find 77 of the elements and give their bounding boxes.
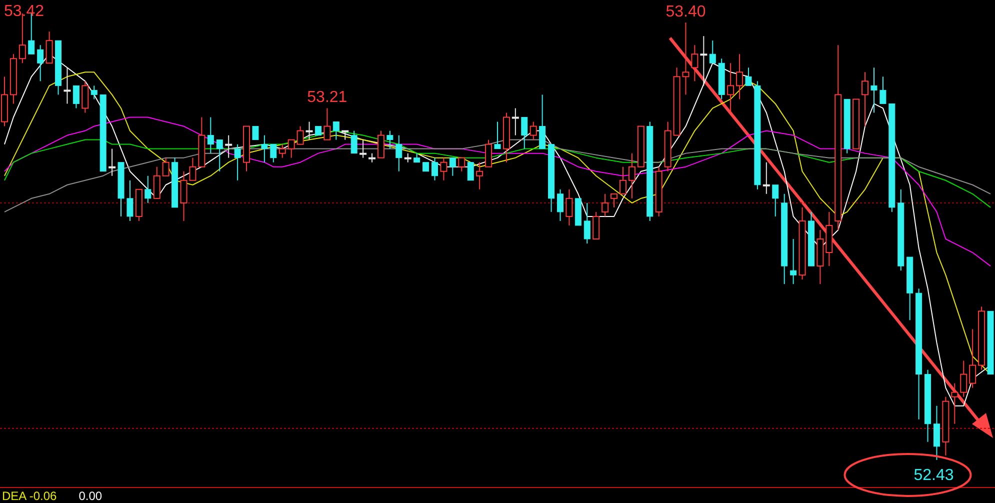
candlestick	[449, 157, 456, 176]
candlestick	[314, 126, 322, 136]
candlestick	[432, 157, 438, 181]
candlestick	[584, 202, 590, 244]
candlestick	[485, 139, 492, 168]
candlestick	[225, 134, 232, 158]
candlestick	[82, 80, 89, 114]
candlestick	[467, 162, 474, 181]
candlestick	[261, 134, 268, 163]
candlestick	[288, 139, 295, 158]
candlestick	[37, 44, 44, 82]
candlestick	[736, 54, 744, 100]
candlestick	[539, 94, 546, 150]
candlestick	[440, 157, 448, 181]
candlestick	[377, 130, 384, 158]
candlestick	[969, 328, 976, 388]
text: 0.00	[78, 489, 102, 503]
candlestick	[126, 180, 134, 222]
candlestick	[602, 193, 609, 217]
candlestick	[72, 85, 80, 109]
candlestick	[691, 44, 698, 82]
candlestick	[862, 72, 869, 127]
candlestick	[234, 144, 241, 181]
candlestick	[592, 211, 600, 240]
candlestick	[422, 162, 430, 172]
candlestick	[628, 152, 636, 199]
candlestick	[396, 134, 402, 172]
candlestick	[368, 152, 376, 163]
candlestick	[745, 67, 752, 86]
candlestick	[162, 157, 170, 176]
annotation: 53.21	[307, 89, 348, 106]
candlestick	[342, 130, 349, 140]
candlestick	[404, 152, 412, 163]
candlestick	[870, 67, 878, 114]
candlestick	[727, 62, 734, 114]
candlestick	[90, 85, 98, 100]
candlestick	[207, 116, 214, 154]
candlestick	[46, 31, 53, 64]
candlestick	[324, 108, 331, 140]
candlestick	[762, 162, 770, 194]
candlestick	[951, 382, 958, 424]
candlestick	[252, 126, 259, 140]
candlestick	[216, 139, 223, 172]
candlestick	[700, 36, 708, 86]
candlestick	[306, 121, 313, 140]
candlestick	[530, 121, 537, 140]
candlestick	[566, 188, 573, 226]
candlestick	[790, 238, 797, 285]
candlestick	[494, 121, 501, 150]
candlestick	[414, 152, 420, 163]
candlestick	[772, 184, 779, 217]
candlestick	[709, 40, 716, 64]
candlestick	[144, 175, 152, 204]
candlestick	[153, 166, 160, 199]
candlestick	[278, 144, 286, 158]
text: DEA -0.06	[2, 489, 57, 503]
candlestick	[350, 130, 358, 154]
candlestick	[933, 405, 940, 460]
candlestick	[960, 360, 968, 398]
candlestick	[521, 116, 528, 150]
candlestick	[458, 157, 466, 172]
candlestick	[270, 144, 277, 163]
candlestick	[332, 121, 340, 140]
annotation: 53.42	[4, 3, 44, 20]
candlestick	[512, 108, 519, 136]
candlestick	[476, 162, 484, 190]
annotation: 52.43	[914, 466, 954, 484]
candlestick	[619, 166, 626, 194]
candlestick	[64, 67, 71, 104]
candlestick	[880, 76, 886, 104]
candlestick	[108, 148, 116, 176]
candlestick	[557, 188, 564, 222]
candlestick	[386, 130, 394, 150]
annotation: 53.40	[666, 4, 706, 21]
candlestick	[610, 193, 618, 208]
candlestick	[296, 126, 304, 145]
candlestick	[360, 139, 367, 158]
